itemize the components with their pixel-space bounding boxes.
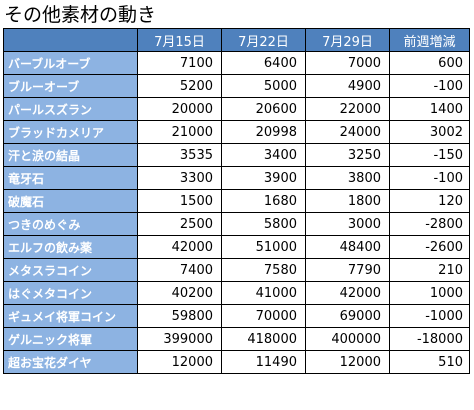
week-1-price-cell: 1500 <box>137 189 222 213</box>
week-2-price-cell: 418000 <box>221 327 306 351</box>
week-1-price-cell: 7100 <box>137 51 222 75</box>
weekly-change-cell: -100 <box>389 74 470 98</box>
week-3-price-cell: 42000 <box>305 281 390 305</box>
week-1-price-cell: 42000 <box>137 235 222 259</box>
week-3-price-cell: 3250 <box>305 143 390 167</box>
column-header-change: 前週増減 <box>389 28 470 52</box>
table-row: ギュメイ将軍コイン 59800 70000 69000 -1000 <box>3 304 470 328</box>
weekly-change-cell: -150 <box>389 143 470 167</box>
column-header-week-1: 7月15日 <box>137 28 222 52</box>
page-title: その他素材の動き <box>4 4 157 26</box>
weekly-change-cell: 600 <box>389 51 470 75</box>
weekly-change-cell: 1000 <box>389 281 470 305</box>
weekly-change-cell: 1400 <box>389 97 470 121</box>
week-3-price-cell: 3000 <box>305 212 390 236</box>
week-1-price-cell: 12000 <box>137 350 222 374</box>
header-corner-cell <box>3 28 138 52</box>
weekly-change-cell: -18000 <box>389 327 470 351</box>
week-3-price-cell: 69000 <box>305 304 390 328</box>
table-row: ブラッドカメリア 21000 20998 24000 3002 <box>3 120 470 144</box>
week-2-price-cell: 3900 <box>221 166 306 190</box>
table-row: ゲルニック将軍 399000 418000 400000 -18000 <box>3 327 470 351</box>
week-3-price-cell: 1800 <box>305 189 390 213</box>
item-name-cell: つきのめぐみ <box>3 212 138 236</box>
item-name-cell: はぐメタコイン <box>3 281 138 305</box>
table-row: ブルーオーブ 5200 5000 4900 -100 <box>3 74 470 98</box>
item-name-cell: パールスズラン <box>3 97 138 121</box>
week-2-price-cell: 7580 <box>221 258 306 282</box>
item-name-cell: 汗と涙の結晶 <box>3 143 138 167</box>
week-3-price-cell: 400000 <box>305 327 390 351</box>
week-1-price-cell: 40200 <box>137 281 222 305</box>
table-body: バーブルオーブ 7100 6400 7000 600 ブルーオーブ 5200 5000 4900… <box>3 51 470 374</box>
weekly-change-cell: 3002 <box>389 120 470 144</box>
week-3-price-cell: 12000 <box>305 350 390 374</box>
week-2-price-cell: 51000 <box>221 235 306 259</box>
week-2-price-cell: 5000 <box>221 74 306 98</box>
week-2-price-cell: 20600 <box>221 97 306 121</box>
week-1-price-cell: 399000 <box>137 327 222 351</box>
week-1-price-cell: 3535 <box>137 143 222 167</box>
week-3-price-cell: 4900 <box>305 74 390 98</box>
column-header-week-2: 7月22日 <box>221 28 306 52</box>
weekly-change-cell: -2600 <box>389 235 470 259</box>
item-name-cell: メタスラコイン <box>3 258 138 282</box>
item-name-cell: エルフの飲み薬 <box>3 235 138 259</box>
column-header-week-3: 7月29日 <box>305 28 390 52</box>
week-1-price-cell: 59800 <box>137 304 222 328</box>
week-2-price-cell: 3400 <box>221 143 306 167</box>
week-1-price-cell: 20000 <box>137 97 222 121</box>
item-name-cell: ブルーオーブ <box>3 74 138 98</box>
item-name-cell: バーブルオーブ <box>3 51 138 75</box>
weekly-change-cell: -100 <box>389 166 470 190</box>
item-name-cell: ゲルニック将軍 <box>3 327 138 351</box>
week-2-price-cell: 11490 <box>221 350 306 374</box>
weekly-change-cell: -2800 <box>389 212 470 236</box>
weekly-change-cell: 120 <box>389 189 470 213</box>
week-1-price-cell: 7400 <box>137 258 222 282</box>
item-name-cell: 破魔石 <box>3 189 138 213</box>
week-1-price-cell: 3300 <box>137 166 222 190</box>
week-3-price-cell: 22000 <box>305 97 390 121</box>
table-row: はぐメタコイン 40200 41000 42000 1000 <box>3 281 470 305</box>
week-1-price-cell: 2500 <box>137 212 222 236</box>
week-2-price-cell: 20998 <box>221 120 306 144</box>
weekly-change-cell: 210 <box>389 258 470 282</box>
table-header-row: 7月15日 7月22日 7月29日 前週増減 <box>3 28 470 52</box>
table-row: 超お宝花ダイヤ 12000 11490 12000 510 <box>3 350 470 374</box>
material-price-table: 7月15日 7月22日 7月29日 前週増減 バーブルオーブ 7100 6400 70… <box>3 28 470 374</box>
week-3-price-cell: 7790 <box>305 258 390 282</box>
item-name-cell: ブラッドカメリア <box>3 120 138 144</box>
weekly-change-cell: 510 <box>389 350 470 374</box>
table-row: つきのめぐみ 2500 5800 3000 -2800 <box>3 212 470 236</box>
week-3-price-cell: 3800 <box>305 166 390 190</box>
table-row: 竜牙石 3300 3900 3800 -100 <box>3 166 470 190</box>
table-row: エルフの飲み薬 42000 51000 48400 -2600 <box>3 235 470 259</box>
item-name-cell: ギュメイ将軍コイン <box>3 304 138 328</box>
week-2-price-cell: 5800 <box>221 212 306 236</box>
table-row: 汗と涙の結晶 3535 3400 3250 -150 <box>3 143 470 167</box>
table-row: メタスラコイン 7400 7580 7790 210 <box>3 258 470 282</box>
item-name-cell: 竜牙石 <box>3 166 138 190</box>
table-row: 破魔石 1500 1680 1800 120 <box>3 189 470 213</box>
week-3-price-cell: 48400 <box>305 235 390 259</box>
table-row: バーブルオーブ 7100 6400 7000 600 <box>3 51 470 75</box>
week-3-price-cell: 7000 <box>305 51 390 75</box>
table-row: パールスズラン 20000 20600 22000 1400 <box>3 97 470 121</box>
week-2-price-cell: 41000 <box>221 281 306 305</box>
weekly-change-cell: -1000 <box>389 304 470 328</box>
week-1-price-cell: 5200 <box>137 74 222 98</box>
week-2-price-cell: 1680 <box>221 189 306 213</box>
item-name-cell: 超お宝花ダイヤ <box>3 350 138 374</box>
week-2-price-cell: 6400 <box>221 51 306 75</box>
week-1-price-cell: 21000 <box>137 120 222 144</box>
week-2-price-cell: 70000 <box>221 304 306 328</box>
week-3-price-cell: 24000 <box>305 120 390 144</box>
